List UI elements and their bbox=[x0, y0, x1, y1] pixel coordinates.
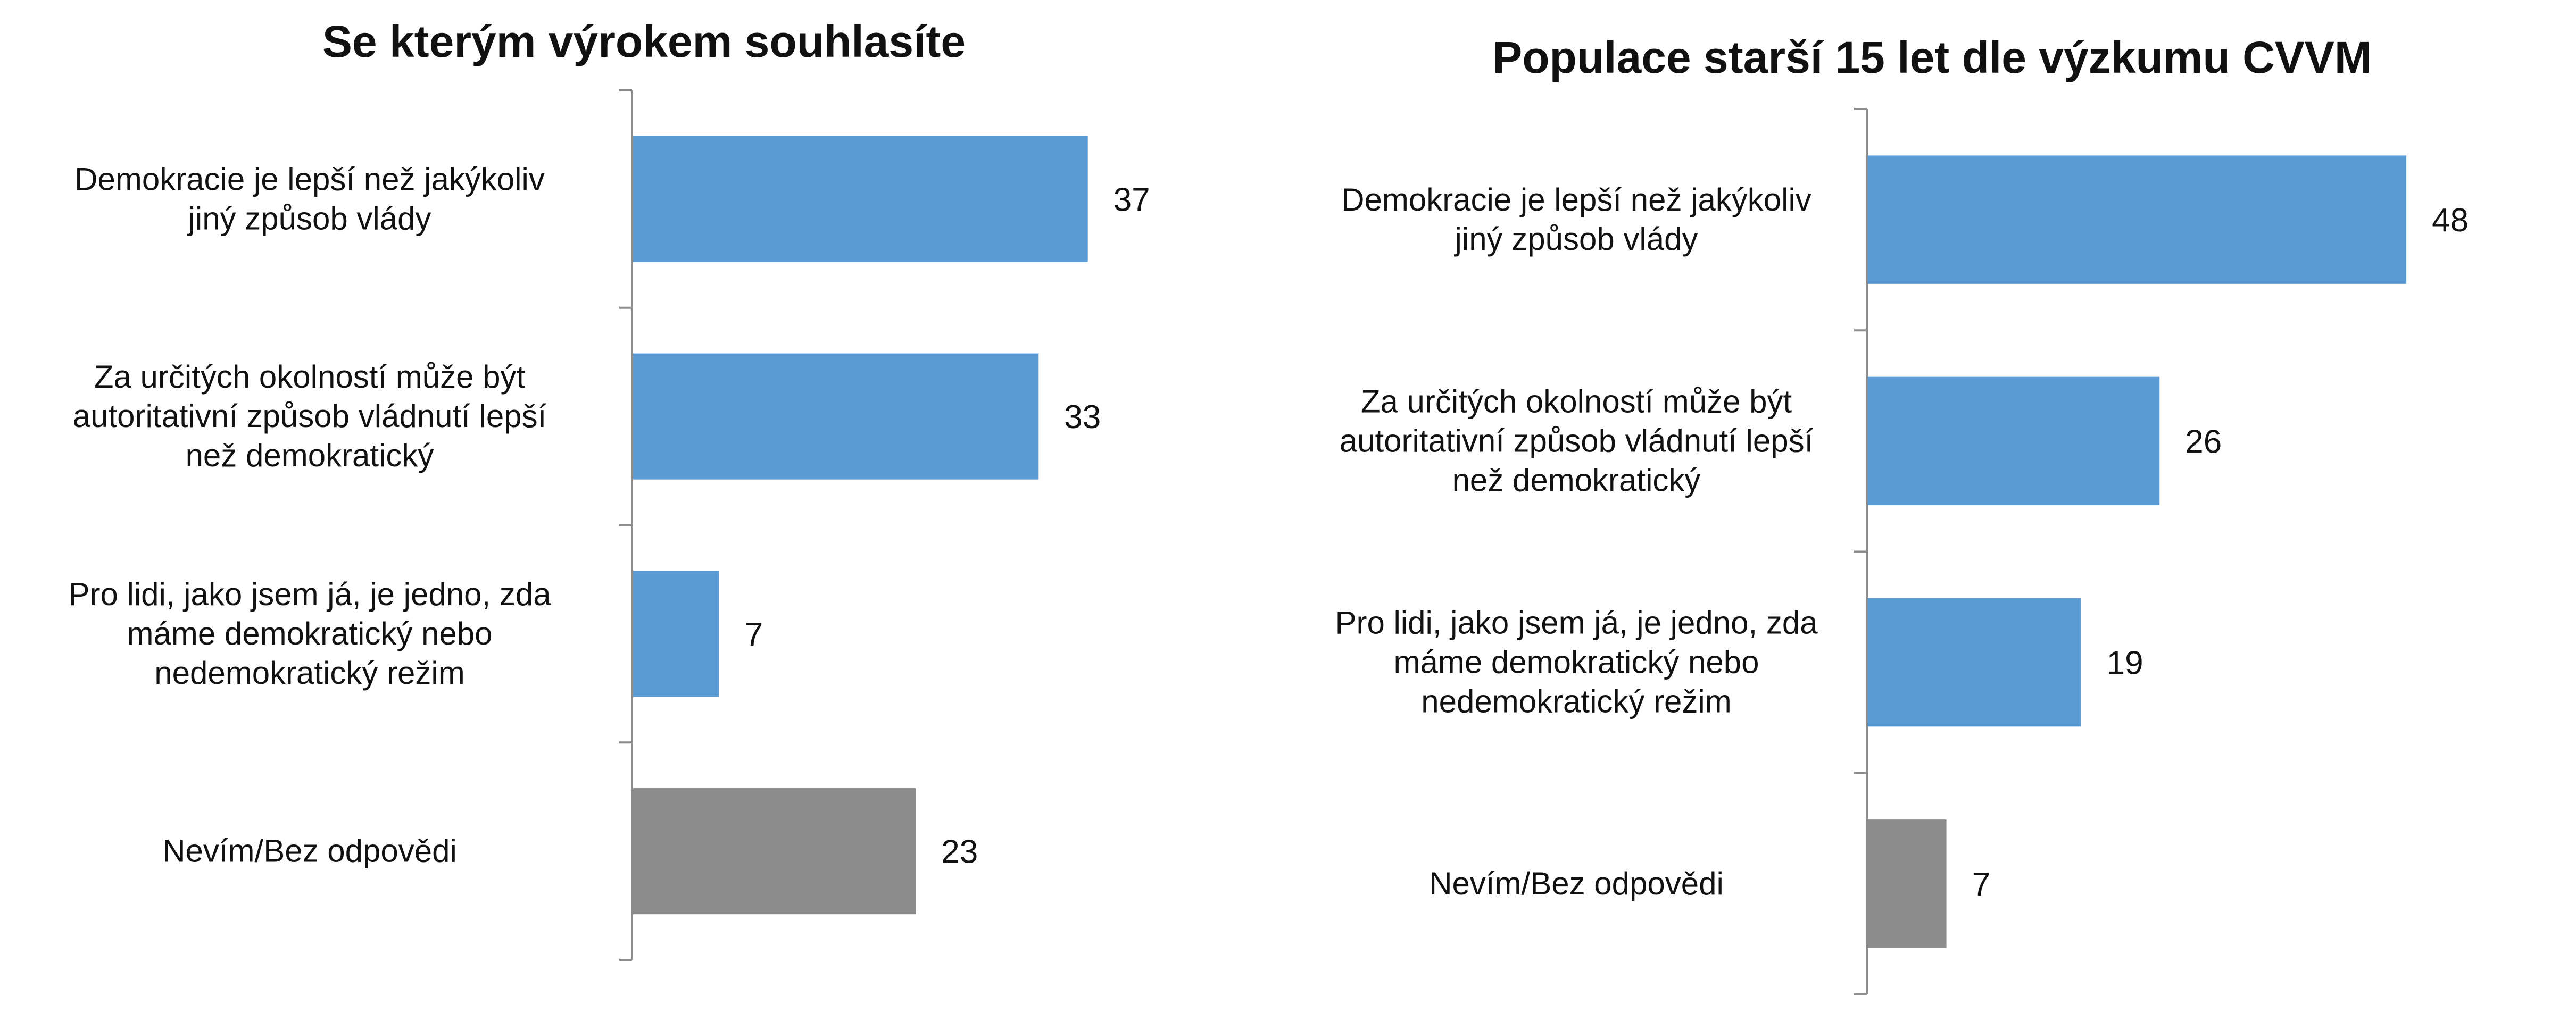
bar bbox=[1868, 376, 2160, 506]
bar-chart-right: 48 Demokracie je lepší než jakýkoliv jiný … bbox=[1335, 108, 2469, 995]
category-label-line: jiný způsob vlády bbox=[187, 200, 431, 236]
data-label: 37 bbox=[1114, 181, 1150, 218]
category-label-line: máme demokratický nebo bbox=[1394, 645, 1759, 680]
category-label-line: než demokratický bbox=[1452, 462, 1701, 498]
bar bbox=[1868, 598, 2081, 727]
category-label-line: Za určitých okolností může být bbox=[94, 359, 526, 395]
category-label: Demokracie je lepší než jakýkoliv jiný zp… bbox=[1341, 182, 1811, 257]
category-label-line: Nevím/Bez odpovědi bbox=[162, 833, 457, 869]
category-label: Pro lidi, jako jsem já, je jedno, zda mám… bbox=[1335, 605, 1818, 719]
data-label: 23 bbox=[941, 834, 978, 871]
chart-left: Se kterým výrokem souhlasíte 37 Demokraci… bbox=[68, 16, 1150, 961]
bar-chart-left: 37 Demokracie je lepší než jakýkoliv jiný … bbox=[68, 89, 1150, 961]
data-label: 7 bbox=[1972, 866, 1990, 903]
category-label-line: Za určitých okolností může být bbox=[1361, 383, 1792, 419]
category-label: Nevím/Bez odpovědi bbox=[162, 833, 457, 869]
category-label: Demokracie je lepší než jakýkoliv jiný zp… bbox=[74, 161, 545, 236]
chart-title-right: Populace starší 15 let dle výzkumu CVVM bbox=[1492, 32, 2372, 82]
bar bbox=[1868, 155, 2407, 284]
category-label-line: nedemokratický režim bbox=[154, 655, 465, 691]
category-label-line: nedemokratický režim bbox=[1421, 684, 1732, 719]
category-label-line: autoritativní způsob vládnutí lepší bbox=[73, 398, 547, 434]
category-label-line: Demokracie je lepší než jakýkoliv bbox=[1341, 182, 1811, 217]
data-label: 26 bbox=[2185, 423, 2222, 460]
category-label-line: jiný způsob vlády bbox=[1454, 221, 1698, 257]
bar bbox=[633, 788, 916, 915]
category-label-line: Nevím/Bez odpovědi bbox=[1429, 866, 1724, 901]
bar bbox=[633, 571, 719, 697]
chart-right: Populace starší 15 let dle výzkumu CVVM … bbox=[1288, 0, 2576, 1021]
category-label: Za určitých okolností může být autoritati… bbox=[1340, 383, 1814, 498]
category-label-line: Pro lidi, jako jsem já, je jedno, zda bbox=[1335, 605, 1818, 641]
data-label: 19 bbox=[2107, 645, 2143, 682]
category-label-line: Pro lidi, jako jsem já, je jedno, zda bbox=[68, 576, 551, 612]
category-label: Nevím/Bez odpovědi bbox=[1429, 866, 1724, 901]
bar bbox=[633, 353, 1039, 480]
category-label-line: než demokratický bbox=[186, 438, 434, 473]
chart-title-left: Se kterým výrokem souhlasíte bbox=[322, 16, 966, 66]
data-label: 48 bbox=[2432, 202, 2469, 239]
data-label: 7 bbox=[745, 616, 763, 653]
category-label-line: máme demokratický nebo bbox=[127, 616, 493, 651]
category-label: Za určitých okolností může být autoritati… bbox=[73, 359, 547, 473]
bar bbox=[1868, 819, 1947, 948]
bar bbox=[633, 136, 1088, 262]
category-label: Pro lidi, jako jsem já, je jedno, zda mám… bbox=[68, 576, 551, 691]
data-label: 33 bbox=[1064, 399, 1101, 436]
category-label-line: autoritativní způsob vládnutí lepší bbox=[1340, 423, 1814, 458]
category-label-line: Demokracie je lepší než jakýkoliv bbox=[74, 161, 545, 197]
